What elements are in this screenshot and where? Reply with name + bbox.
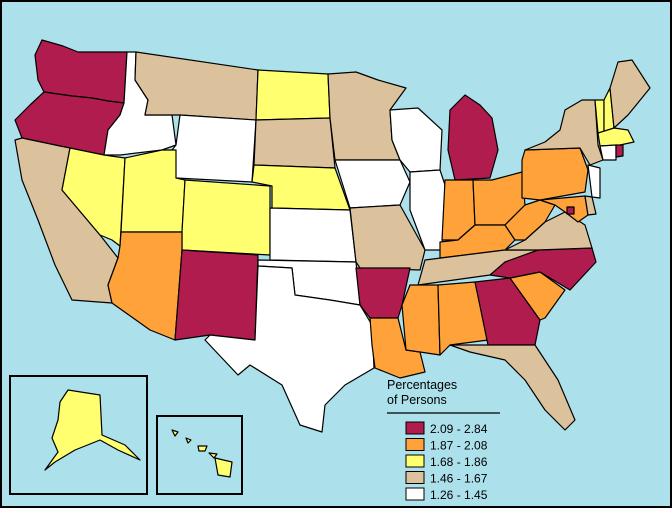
state-north-dakota[interactable] [255, 69, 331, 121]
hawaii-inset [156, 415, 243, 495]
legend: Percentages of Persons 2.09 - 2.84 1.87 -… [387, 378, 500, 502]
state-texas[interactable] [204, 265, 375, 433]
state-delaware[interactable] [584, 195, 597, 216]
state-colorado[interactable] [181, 179, 271, 256]
state-massachusetts[interactable] [597, 127, 635, 147]
state-arizona[interactable] [107, 231, 183, 341]
us-states [14, 39, 651, 433]
state-alabama[interactable] [437, 281, 489, 356]
state-pennsylvania[interactable] [521, 147, 589, 201]
state-utah[interactable] [120, 149, 186, 233]
alaska-inset [9, 375, 148, 495]
state-kansas[interactable] [269, 207, 357, 263]
state-mississippi[interactable] [401, 284, 441, 356]
district-of-columbia[interactable] [566, 206, 575, 215]
state-alaska[interactable] [44, 389, 141, 471]
state-illinois[interactable] [409, 169, 446, 251]
legend-swatch [405, 454, 425, 468]
legend-swatch [405, 438, 425, 451]
legend-label: 1.26 - 1.45 [430, 488, 488, 502]
state-new-jersey[interactable] [587, 164, 601, 199]
legend-label: 1.87 - 2.08 [430, 439, 488, 453]
state-wyoming[interactable] [171, 114, 257, 183]
legend-title-line1: Percentages [387, 378, 457, 392]
state-new-mexico[interactable] [174, 249, 259, 341]
state-west-virginia[interactable] [504, 199, 556, 241]
legend-label: 1.46 - 1.67 [430, 472, 488, 486]
hawaii-inset-frame [156, 415, 243, 495]
state-nevada[interactable] [61, 147, 126, 247]
state-south-dakota[interactable] [253, 117, 336, 169]
state-hawaii[interactable] [171, 429, 233, 478]
state-connecticut[interactable] [599, 144, 617, 161]
legend-label: 2.09 - 2.84 [430, 422, 488, 436]
state-missouri[interactable] [349, 204, 426, 271]
state-iowa[interactable] [334, 159, 411, 209]
legend-title-line2: of Persons [387, 393, 447, 407]
legend-swatch [405, 487, 425, 501]
legend-label: 1.68 - 1.86 [430, 455, 488, 469]
alaska-inset-frame [9, 375, 148, 495]
legend-swatch [405, 421, 425, 435]
state-georgia[interactable] [474, 277, 541, 346]
state-louisiana[interactable] [369, 317, 426, 379]
state-michigan[interactable] [447, 94, 499, 181]
state-rhode-island[interactable] [615, 144, 624, 158]
state-florida[interactable] [449, 344, 576, 431]
legend-swatch [405, 471, 425, 484]
